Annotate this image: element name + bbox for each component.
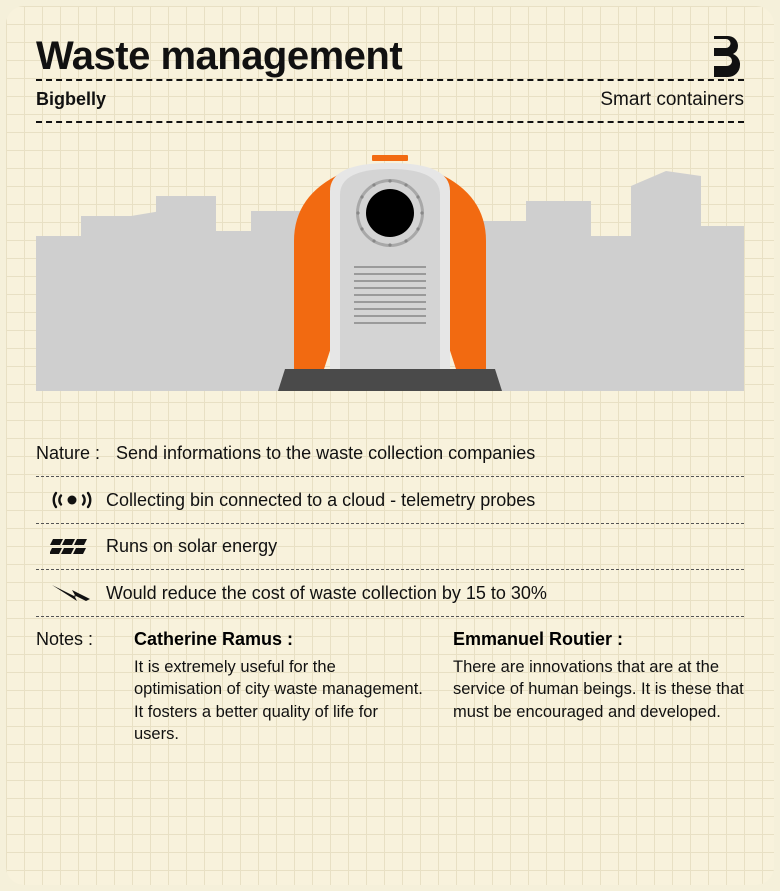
note-column: Emmanuel Routier : There are innovations…: [453, 629, 744, 745]
nature-label: Nature :: [36, 443, 106, 464]
page-title: Waste management: [36, 34, 402, 79]
note-author: Emmanuel Routier :: [453, 629, 744, 650]
feature-text: Collecting bin connected to a cloud - te…: [106, 490, 535, 511]
note-column: Catherine Ramus : It is extremely useful…: [134, 629, 425, 745]
brand-logo-icon: [710, 34, 744, 78]
feature-row: Runs on solar energy: [36, 524, 744, 569]
nature-text: Send informations to the waste collectio…: [116, 443, 535, 464]
illustration: [36, 141, 744, 411]
note-text: There are innovations that are at the se…: [453, 656, 744, 723]
title-row: Waste management: [36, 34, 744, 79]
info-card: Waste management Bigbelly Smart containe…: [6, 6, 774, 885]
note-text: It is extremely useful for the optimisat…: [134, 656, 425, 745]
category-label: Smart containers: [600, 89, 744, 111]
brand-name: Bigbelly: [36, 89, 106, 110]
nature-row: Nature : Send informations to the waste …: [36, 433, 744, 476]
arrow-down-icon: [36, 582, 106, 604]
feature-row: Collecting bin connected to a cloud - te…: [36, 477, 744, 523]
notes-row: Notes : Catherine Ramus : It is extremel…: [36, 617, 744, 745]
feature-text: Would reduce the cost of waste collectio…: [106, 583, 547, 604]
signal-icon: [36, 489, 106, 511]
feature-text: Runs on solar energy: [106, 536, 277, 557]
notes-label: Notes :: [36, 629, 106, 745]
divider: [36, 121, 744, 123]
sub-header: Bigbelly Smart containers: [36, 81, 744, 121]
note-author: Catherine Ramus :: [134, 629, 425, 650]
solar-icon: [36, 537, 106, 557]
feature-row: Would reduce the cost of waste collectio…: [36, 570, 744, 616]
